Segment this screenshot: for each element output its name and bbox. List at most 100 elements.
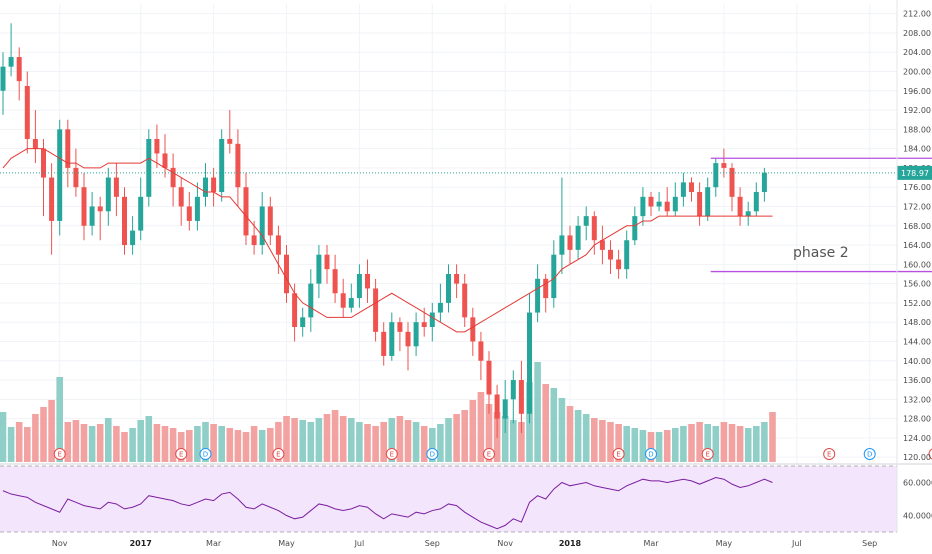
time-tick-label: Mar — [643, 539, 659, 548]
candle-up — [259, 192, 265, 255]
rsi-tick-label: 40.0000 — [903, 512, 932, 521]
volume-bar — [161, 426, 169, 462]
candle-body — [591, 216, 597, 241]
candle-up — [559, 177, 565, 274]
candle-body — [178, 187, 184, 207]
price-tick-label: 164.00 — [903, 241, 931, 250]
candle-body — [219, 138, 225, 193]
candle-body — [300, 317, 306, 328]
candle-body — [389, 322, 395, 356]
candle-down — [405, 322, 411, 371]
candle-body — [0, 66, 6, 91]
candle-down — [462, 273, 468, 328]
candle-down — [227, 110, 233, 154]
event-circle — [426, 448, 439, 460]
earnings-marker: E — [701, 448, 714, 460]
volume-bar — [315, 418, 323, 462]
volume-bar — [194, 426, 201, 462]
price-tick-label: 184.00 — [903, 145, 931, 154]
candle-up — [535, 264, 541, 323]
dividend-marker: D — [645, 448, 657, 460]
volume-bar — [566, 406, 574, 462]
candle-body — [462, 283, 468, 318]
candle-down — [267, 196, 273, 246]
candle-down — [599, 225, 605, 265]
volume-bar — [469, 400, 477, 462]
candle-up — [105, 167, 111, 226]
candle-up — [130, 216, 136, 255]
volume-bar — [258, 430, 266, 462]
candle-body — [316, 254, 322, 284]
candle-body — [745, 211, 751, 217]
price-tick-label: 128.00 — [903, 415, 931, 424]
candle-body — [292, 293, 298, 328]
candle-body — [105, 177, 111, 212]
volume-bar — [639, 430, 647, 462]
volume-bar — [445, 418, 452, 462]
candle-up — [446, 264, 451, 313]
candle-up — [138, 177, 144, 241]
candle-up — [705, 177, 711, 221]
candle-body — [89, 206, 95, 226]
volume-bar — [437, 424, 444, 462]
moving-average — [2, 148, 773, 333]
candle-body — [49, 177, 55, 221]
volume-bar — [372, 426, 379, 462]
candle-body — [81, 187, 87, 226]
candle-up — [203, 163, 208, 207]
price-tick-label: 156.00 — [903, 280, 931, 289]
volume-bar — [186, 430, 193, 462]
price-tick-label: 188.00 — [903, 125, 931, 134]
candle-body — [365, 273, 370, 289]
candle-down — [616, 249, 622, 279]
candle-down — [664, 187, 670, 217]
candle-body — [356, 273, 362, 299]
volume-bar — [582, 414, 590, 462]
volume-bar — [510, 420, 517, 462]
volume-bar — [250, 426, 258, 462]
candle-down — [24, 71, 30, 154]
candle-body — [73, 167, 79, 188]
candle-body — [510, 380, 516, 400]
volume-bar — [56, 377, 63, 462]
candle-body — [543, 278, 549, 299]
candle-up — [8, 23, 14, 77]
candle-up — [348, 283, 354, 313]
candle-down — [154, 124, 160, 168]
candle-body — [535, 278, 541, 313]
volume-bar — [591, 418, 598, 462]
volume-bar — [461, 410, 468, 462]
volume-bar — [550, 388, 558, 462]
volume-bar — [429, 428, 436, 462]
candle-down — [122, 187, 127, 255]
candle-body — [664, 201, 670, 212]
dividend-marker: D — [426, 448, 439, 460]
candle-body — [275, 235, 281, 255]
candle-body — [211, 177, 217, 193]
candle-body — [446, 273, 451, 303]
volume-bar — [615, 424, 622, 462]
rsi-panel — [0, 463, 932, 533]
volume-bar — [663, 430, 671, 462]
earnings-marker: E — [928, 448, 932, 460]
volume-bar — [542, 384, 549, 462]
candle-body — [194, 196, 200, 221]
candle-up — [753, 182, 759, 217]
price-tick-label: 200.00 — [903, 67, 931, 76]
event-circle — [645, 448, 657, 460]
volume-bar — [96, 424, 104, 462]
last-price-tag — [897, 165, 932, 180]
volume-bar — [275, 422, 282, 462]
volume-bar — [380, 422, 387, 462]
earnings-marker: E — [175, 448, 188, 460]
candle-body — [308, 283, 314, 318]
candle-down — [178, 177, 184, 226]
price-tick-label: 140.00 — [903, 357, 931, 366]
event-circle — [928, 448, 932, 460]
candle-down — [113, 163, 119, 217]
volume-bar — [348, 418, 355, 462]
volume-bar — [574, 410, 582, 462]
candle-body — [567, 235, 573, 250]
